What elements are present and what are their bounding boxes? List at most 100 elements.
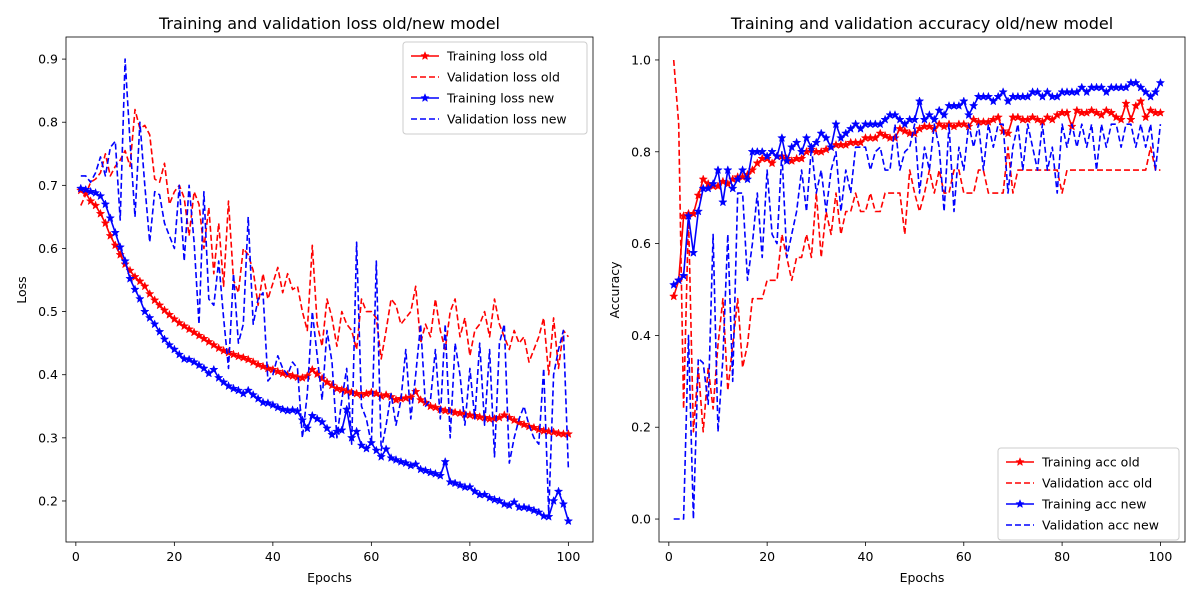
data-point-training-loss-old bbox=[174, 317, 185, 327]
data-point-training-acc-new bbox=[983, 91, 994, 101]
data-point-training-acc-new bbox=[826, 142, 836, 152]
data-point-training-loss-old bbox=[445, 406, 455, 416]
data-point-training-loss-new bbox=[144, 312, 155, 322]
data-point-training-loss-old bbox=[514, 417, 524, 427]
accuracy-y-tick-label: 1.0 bbox=[631, 52, 651, 67]
data-point-training-loss-new bbox=[484, 492, 495, 502]
data-point-training-loss-new bbox=[524, 503, 534, 513]
data-point-training-acc-old bbox=[924, 121, 935, 131]
data-point-training-loss-new bbox=[277, 404, 288, 414]
data-point-training-loss-new bbox=[302, 423, 313, 433]
accuracy-y-tick-label: 0.6 bbox=[631, 236, 651, 251]
data-point-training-loss-old bbox=[140, 281, 150, 291]
data-point-training-loss-new bbox=[184, 354, 194, 364]
data-point-training-acc-new bbox=[757, 146, 767, 156]
data-point-training-loss-old bbox=[341, 386, 352, 396]
data-point-training-loss-old bbox=[159, 305, 170, 315]
series-line-validation-loss-new bbox=[80, 58, 570, 515]
data-point-training-loss-old bbox=[529, 422, 539, 432]
data-point-training-loss-new bbox=[95, 191, 106, 201]
data-point-training-loss-old bbox=[499, 410, 510, 420]
data-point-training-acc-old bbox=[698, 174, 708, 184]
loss-y-tick-label: 0.6 bbox=[38, 241, 58, 256]
data-point-training-loss-old bbox=[204, 336, 214, 346]
loss-y-tick-label: 0.7 bbox=[38, 178, 58, 193]
data-point-training-acc-old bbox=[1140, 112, 1151, 122]
data-point-training-loss-old bbox=[199, 333, 209, 343]
data-point-training-loss-new bbox=[361, 443, 372, 453]
data-point-training-loss-old bbox=[563, 429, 574, 439]
data-point-training-acc-new bbox=[959, 96, 969, 106]
loss-plot-area: 0 20 40 60 80 100 0.2 0.3 0.4 0.5 0.6 0.7 0.8 0.9 bbox=[38, 36, 594, 564]
data-point-training-loss-new bbox=[440, 456, 450, 466]
data-point-training-acc-new bbox=[791, 137, 802, 147]
data-point-training-loss-old bbox=[287, 370, 298, 381]
loss-x-tick-label: 100 bbox=[556, 549, 580, 564]
loss-y-tick-label: 0.2 bbox=[38, 493, 58, 508]
loss-chart-title: Training and validation loss old/new mod… bbox=[158, 14, 500, 33]
data-point-training-acc-new bbox=[796, 146, 807, 156]
data-point-training-acc-old bbox=[1042, 112, 1053, 122]
data-point-training-loss-new bbox=[430, 468, 441, 478]
data-point-training-acc-new bbox=[1131, 77, 1141, 87]
data-point-training-loss-old bbox=[504, 412, 515, 422]
data-point-training-loss-new bbox=[218, 377, 229, 387]
data-point-training-loss-new bbox=[455, 480, 465, 490]
data-point-training-loss-old bbox=[509, 415, 519, 425]
accuracy-chart-title: Training and validation accuracy old/new… bbox=[730, 14, 1113, 33]
data-point-training-acc-new bbox=[909, 114, 920, 124]
data-point-training-loss-old bbox=[189, 327, 199, 337]
data-point-training-acc-new bbox=[1042, 87, 1053, 97]
accuracy-x-tick-label: 20 bbox=[759, 549, 775, 564]
data-point-training-loss-new bbox=[553, 486, 564, 496]
loss-y-tick-label: 0.9 bbox=[38, 52, 58, 67]
series-line-validation-acc-old bbox=[672, 59, 1161, 433]
data-point-training-acc-new bbox=[939, 109, 949, 120]
accuracy-x-tick-label: 100 bbox=[1148, 549, 1172, 564]
data-point-training-acc-old bbox=[1091, 107, 1102, 117]
data-point-training-loss-old bbox=[381, 389, 391, 399]
data-point-training-acc-old bbox=[900, 126, 910, 136]
legend-label-validation-loss-old: Validation loss old bbox=[447, 70, 560, 85]
data-point-training-acc-new bbox=[742, 174, 753, 184]
data-point-training-loss-new bbox=[76, 183, 86, 193]
data-point-training-loss-new bbox=[253, 393, 263, 403]
accuracy-y-tick-label: 0.0 bbox=[631, 512, 651, 527]
series-line-validation-loss-old bbox=[80, 108, 570, 376]
data-point-training-loss-new bbox=[410, 459, 421, 469]
data-point-training-acc-old bbox=[993, 112, 1003, 122]
data-point-training-loss-old bbox=[346, 387, 357, 397]
legend-marker-training-acc-new bbox=[1015, 499, 1025, 509]
data-point-training-loss-new bbox=[110, 227, 120, 237]
data-point-training-acc-new bbox=[1155, 77, 1166, 87]
data-point-training-acc-old bbox=[1062, 107, 1072, 117]
data-point-training-loss-old bbox=[90, 200, 101, 210]
data-point-training-acc-new bbox=[1140, 87, 1151, 97]
data-point-training-loss-new bbox=[287, 405, 298, 415]
data-point-training-acc-new bbox=[737, 165, 748, 175]
data-point-training-loss-new bbox=[312, 413, 322, 423]
data-point-training-loss-new bbox=[489, 494, 500, 504]
data-point-training-acc-old bbox=[1106, 107, 1117, 117]
data-point-training-loss-old bbox=[332, 383, 342, 393]
data-point-training-acc-new bbox=[713, 165, 723, 175]
legend-label-training-acc-new: Training acc new bbox=[1041, 497, 1147, 512]
data-point-training-loss-old bbox=[184, 324, 194, 334]
data-point-training-acc-new bbox=[914, 96, 925, 106]
data-point-training-acc-new bbox=[850, 119, 861, 129]
accuracy-x-axis-label: Epochs bbox=[900, 570, 945, 585]
data-point-training-loss-new bbox=[199, 363, 209, 373]
data-point-training-loss-old bbox=[209, 340, 219, 350]
accuracy-x-tick-label: 60 bbox=[956, 549, 972, 564]
data-point-training-acc-old bbox=[875, 128, 885, 138]
data-point-training-loss-new bbox=[386, 452, 396, 463]
data-point-training-loss-new bbox=[80, 184, 91, 194]
data-point-training-loss-new bbox=[509, 497, 519, 507]
data-point-training-loss-old bbox=[233, 351, 244, 361]
data-point-training-acc-new bbox=[929, 114, 940, 124]
data-point-training-loss-old bbox=[213, 343, 224, 353]
data-point-training-acc-new bbox=[816, 128, 826, 138]
data-point-training-acc-old bbox=[1086, 105, 1097, 115]
legend-marker-training-acc-old bbox=[1015, 457, 1025, 467]
data-point-training-loss-new bbox=[351, 426, 362, 436]
